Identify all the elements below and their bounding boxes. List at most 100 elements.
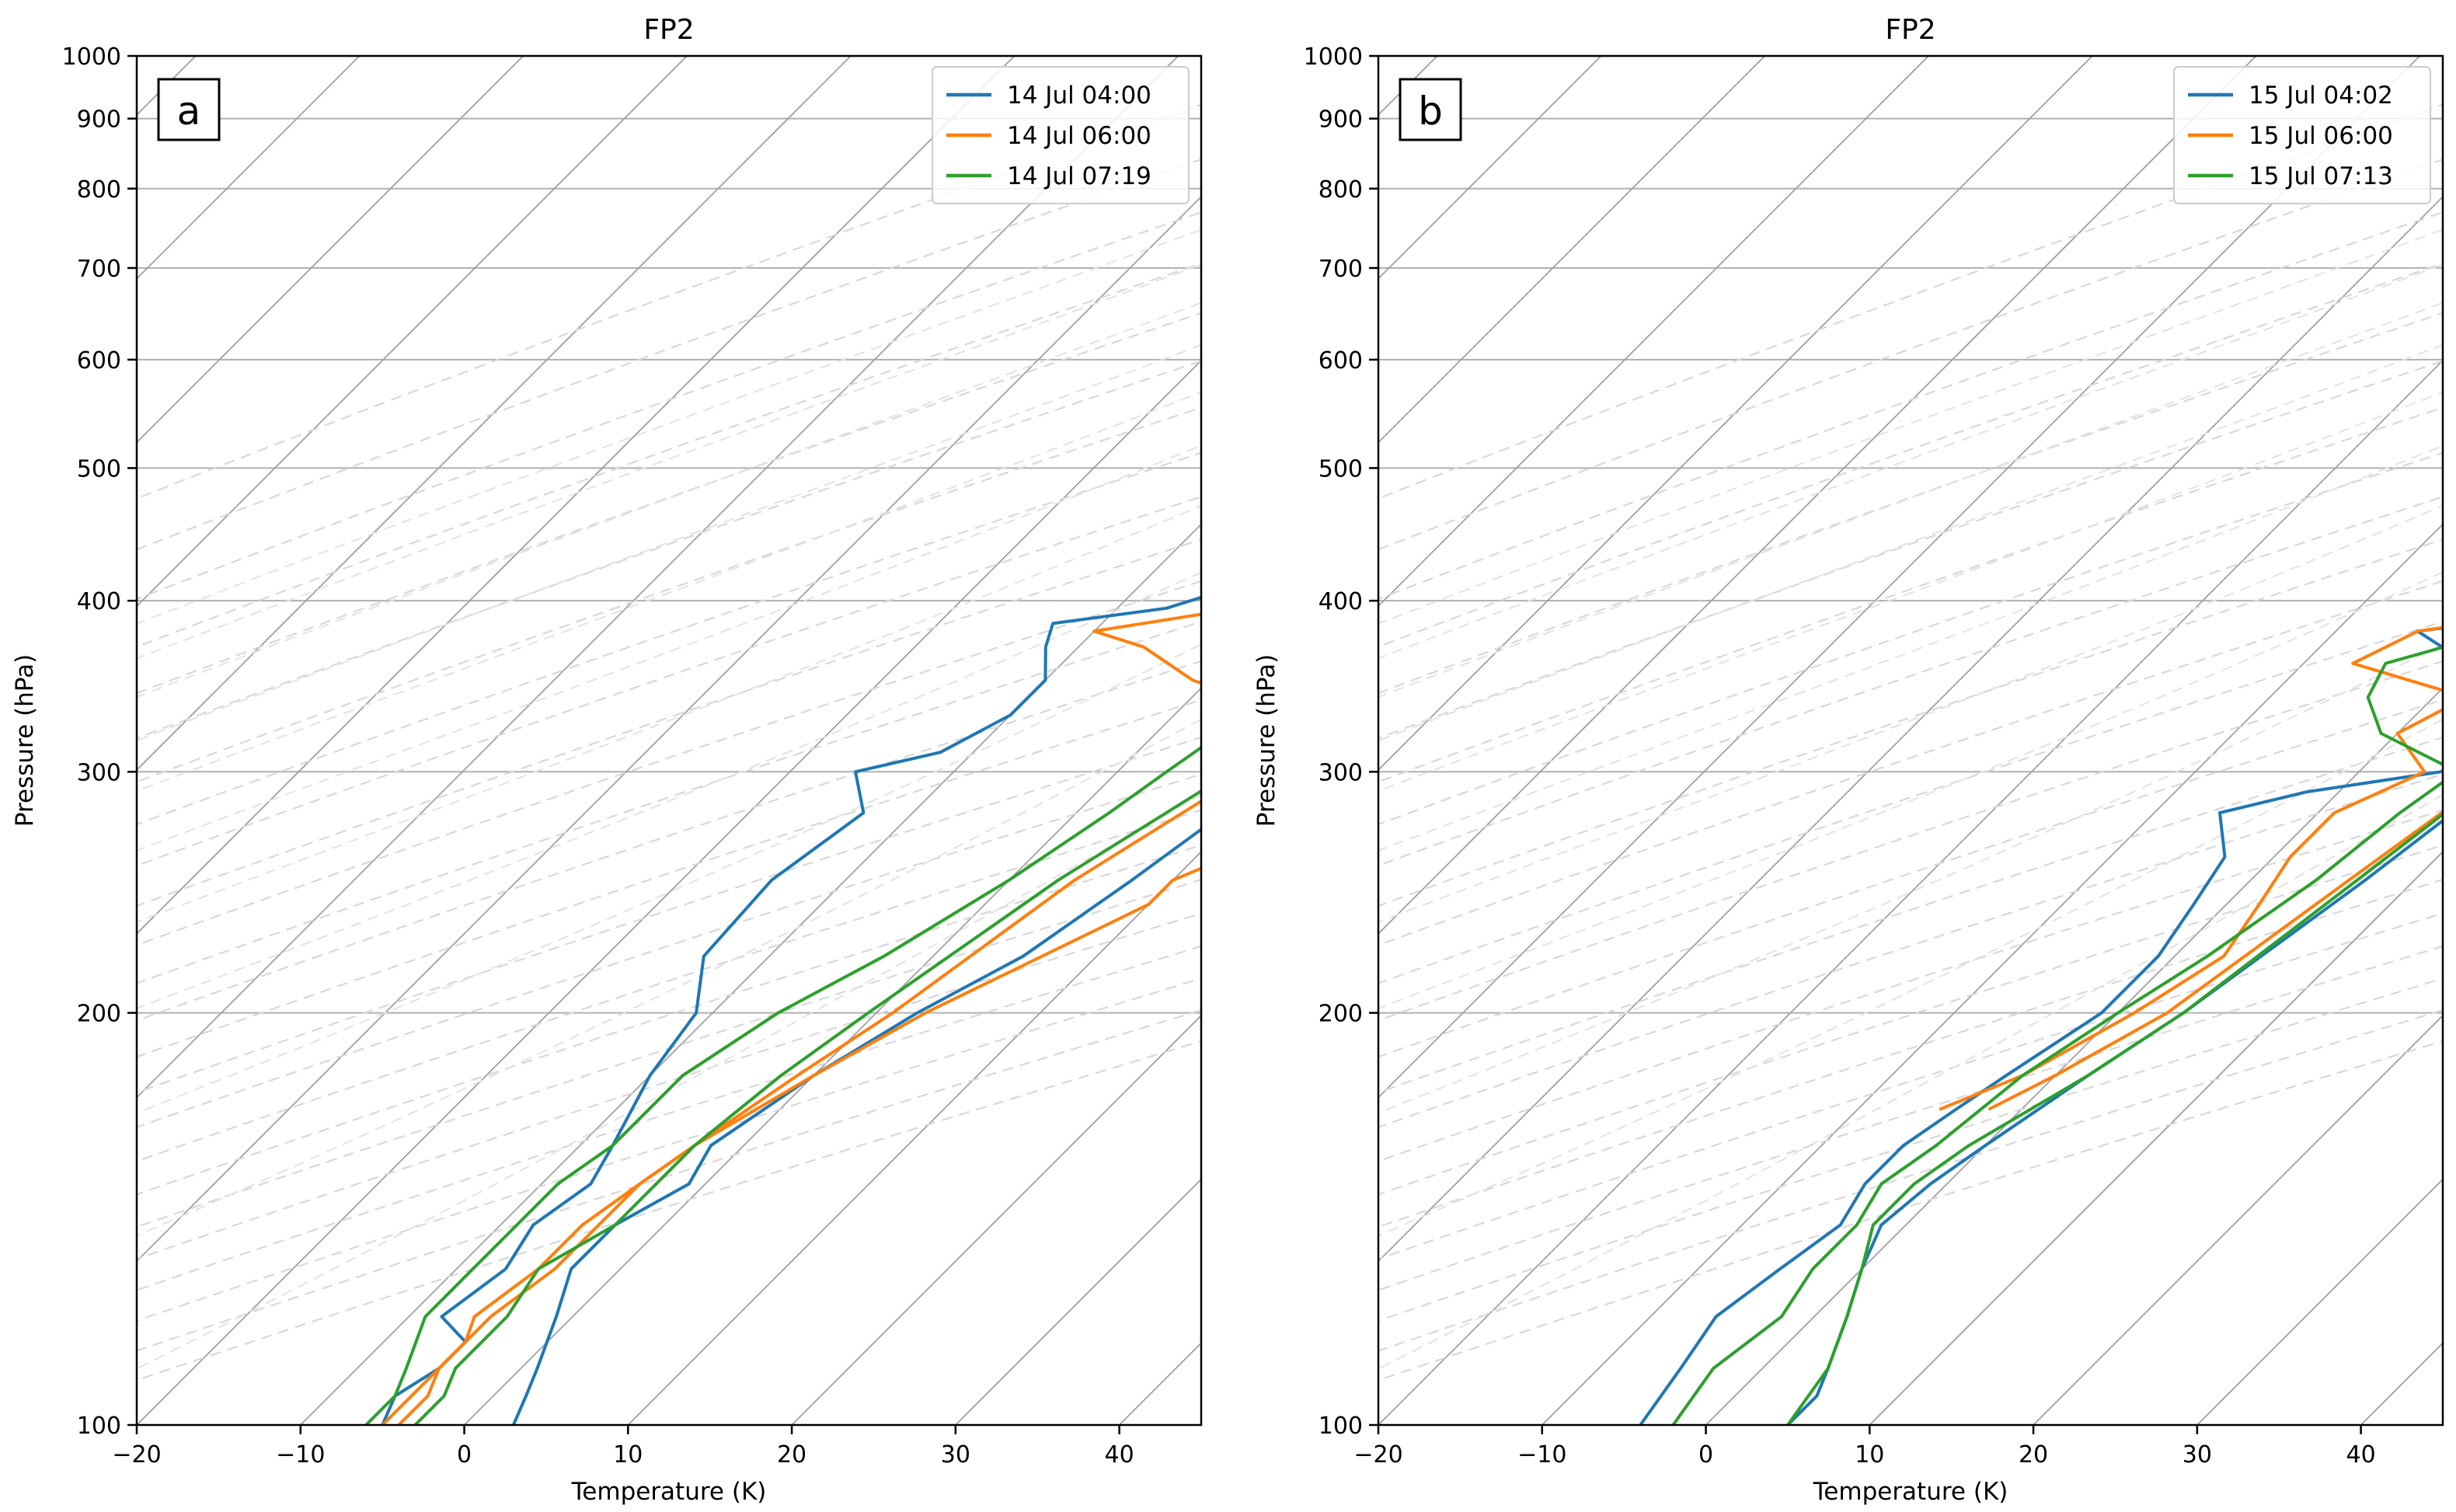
dry-adiabat xyxy=(137,809,1201,1162)
panel-letter-box: b xyxy=(1399,78,1462,141)
dry-adiabat xyxy=(137,878,1201,1228)
isotherm-line xyxy=(137,195,1201,1263)
dry-adiabat xyxy=(1378,451,2443,826)
x-tick-label: 30 xyxy=(2183,1441,2212,1468)
isotherm-line xyxy=(0,56,1273,1425)
isotherm-line xyxy=(1447,56,2456,1425)
x-tick-label: 40 xyxy=(2346,1441,2376,1468)
y-tick-label: 500 xyxy=(1319,455,1363,483)
isotherm-line xyxy=(137,56,852,772)
dry-adiabat xyxy=(1378,620,2443,984)
dry-adiabat xyxy=(137,699,1201,1058)
dry-adiabat xyxy=(1378,580,2443,946)
y-tick-labels: 100 200 300 400 500 600 700 800 900 1000 xyxy=(1304,44,1378,1440)
x-tick-label: 0 xyxy=(1698,1441,1713,1468)
isotherm-line xyxy=(1378,56,2257,935)
isotherm-line xyxy=(137,56,524,444)
dry-adiabat xyxy=(1378,406,2443,783)
sounding-lines xyxy=(364,595,1201,1425)
isotherm-line xyxy=(1542,523,2443,1425)
dry-adiabat xyxy=(137,977,1201,1322)
isotherm-line xyxy=(137,56,688,608)
isotherm-line xyxy=(2033,1014,2443,1425)
series-1-temperature-line xyxy=(1786,818,2443,1425)
chart-title: FP2 xyxy=(1885,14,1935,46)
moist-adiabat xyxy=(1378,718,2443,1237)
dry-adiabat xyxy=(1378,878,2443,1228)
dry-adiabat xyxy=(137,360,1201,740)
isotherm-line xyxy=(791,1014,1201,1425)
x-tick-label: 30 xyxy=(941,1441,970,1468)
y-tick-label: 800 xyxy=(1319,176,1363,204)
x-tick-label: 40 xyxy=(1105,1441,1134,1468)
isotherm-line xyxy=(955,1178,1201,1425)
dry-adiabat xyxy=(137,103,1201,500)
y-tick-label: 800 xyxy=(77,176,121,204)
y-tick-label: 700 xyxy=(77,256,121,283)
x-tick-label: 20 xyxy=(2019,1441,2048,1468)
series-1-temperature-line xyxy=(511,827,1201,1425)
series-2-temperature-line xyxy=(397,799,1201,1425)
dry-adiabat xyxy=(137,406,1201,783)
isotherm-line xyxy=(300,523,1201,1425)
skewt-panel-b: FP2 −20 −10 0 10 20 30 40 10020030040050060070… xyxy=(0,14,2444,1506)
dry-adiabat xyxy=(1378,158,2443,551)
legend: 15 Jul 04:02 15 Jul 06:00 15 Jul 07:13 xyxy=(2173,66,2431,204)
isotherm-line xyxy=(2196,1178,2443,1425)
isotherm-line xyxy=(137,56,1015,935)
y-tick-label: 900 xyxy=(1319,106,1363,134)
dry-adiabat xyxy=(137,538,1201,908)
dry-adiabat xyxy=(1378,977,2443,1322)
plot-frame xyxy=(135,54,1203,1427)
series-3-temperature-line xyxy=(413,789,1201,1425)
legend-box xyxy=(932,66,1190,204)
y-tick-label: 1000 xyxy=(62,44,121,71)
moist-adiabat xyxy=(137,444,1201,852)
dry-adiabat xyxy=(137,773,1201,1128)
y-tick-label: 200 xyxy=(77,1001,121,1028)
legend-label: 15 Jul 07:13 xyxy=(2249,162,2393,190)
y-tick-label: 600 xyxy=(77,347,121,375)
dry-adiabat xyxy=(1378,496,2443,867)
y-tick-label: 200 xyxy=(1319,1001,1363,1028)
dry-adiabat xyxy=(1378,211,2443,601)
moist-adiabat xyxy=(1378,571,2443,1009)
dry-adiabat xyxy=(137,262,1201,648)
sounding-lines xyxy=(1639,625,2443,1425)
dry-adiabat xyxy=(137,736,1201,1094)
dry-adiabat xyxy=(1378,844,2443,1196)
series-1-dewpoint-line xyxy=(381,595,1201,1425)
skewt-panel-a: FP2 −20 −10 0 10 20 30 40 10020030040050060070… xyxy=(11,14,2456,1506)
series-2-temperature-line xyxy=(1987,810,2443,1111)
dry-adiabat xyxy=(137,945,1201,1291)
isotherm-line xyxy=(1869,851,2443,1425)
x-tick-labels: −20 −10 0 10 20 30 40 xyxy=(1353,1425,2376,1468)
y-tick-label: 300 xyxy=(1319,759,1363,786)
series-3-dewpoint-line xyxy=(364,745,1201,1425)
moist-adiabat xyxy=(1378,391,2443,793)
y-tick-label: 100 xyxy=(77,1413,121,1440)
isotherm-line xyxy=(1378,359,2443,1425)
isotherm-line xyxy=(1378,56,2421,1099)
y-tick-labels: 100 200 300 400 500 600 700 800 900 1000 xyxy=(62,44,137,1440)
series-3-dewpoint-line xyxy=(1671,645,2443,1425)
dry-adiabat xyxy=(137,158,1201,551)
isotherm-line xyxy=(137,56,1179,1099)
moist-adiabat xyxy=(137,301,1201,699)
dry-adiabat xyxy=(1378,538,2443,908)
dry-adiabat xyxy=(137,620,1201,984)
dry-adiabat xyxy=(137,660,1201,1022)
dry-adiabat xyxy=(137,451,1201,826)
legend-label: 15 Jul 06:00 xyxy=(2249,122,2393,150)
isotherm-line xyxy=(137,56,361,280)
dry-adiabat xyxy=(1378,103,2443,500)
isotherm-line xyxy=(1705,687,2443,1425)
dry-adiabat xyxy=(137,211,1201,601)
dry-adiabat xyxy=(137,312,1201,695)
x-tick-label: 10 xyxy=(613,1441,643,1468)
dry-adiabat xyxy=(137,1009,1201,1352)
isotherm-line xyxy=(2360,1342,2443,1425)
x-tick-labels: −20 −10 0 10 20 30 40 xyxy=(112,1425,1134,1468)
moist-adiabat xyxy=(1378,301,2443,699)
